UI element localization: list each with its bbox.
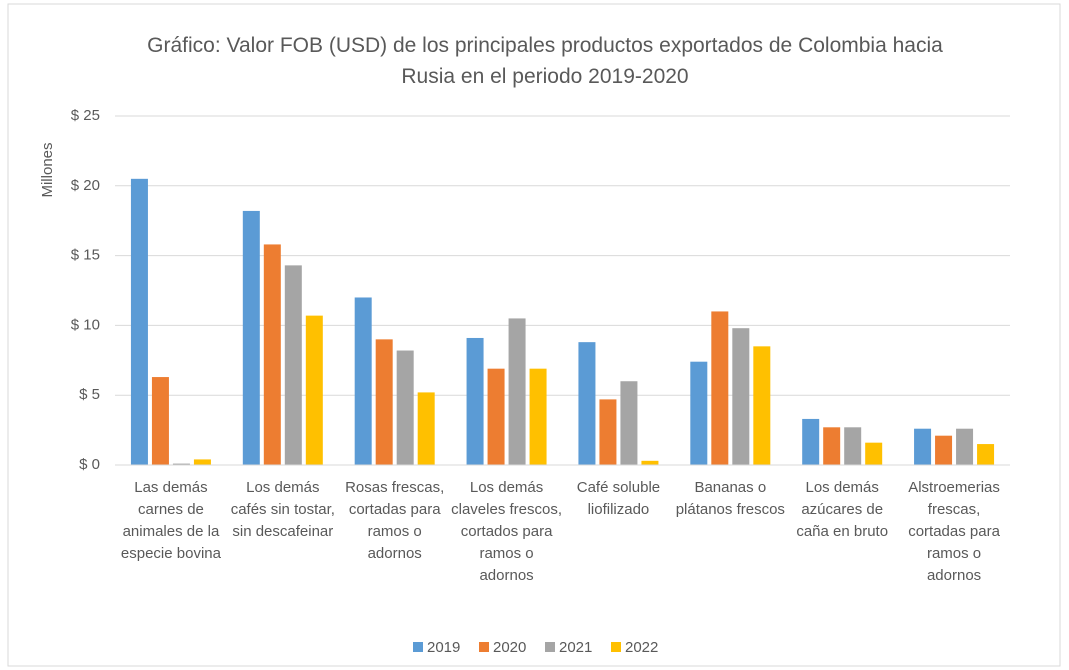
x-tick-label-box: Rosas frescas, cortadas para ramos o ado… [345, 479, 445, 562]
legend-label: 2021 [559, 639, 592, 656]
bar [396, 350, 414, 465]
x-tick-label: Bananas o plátanos frescos [675, 479, 785, 518]
x-tick-label-box: Las demás carnes de animales de la espec… [120, 479, 221, 562]
legend-label: 2019 [427, 639, 460, 656]
bar [599, 399, 617, 465]
bar [375, 339, 393, 465]
bar [802, 418, 820, 465]
x-tick-label-box: Bananas o plátanos frescos [675, 479, 785, 518]
y-tick-label: $ 0 [79, 456, 100, 473]
x-tick-label: Los demás azúcares de caña en bruto [796, 479, 889, 540]
chart-title-box: Gráfico: Valor FOB (USD) de los principa… [147, 34, 943, 88]
bar [284, 265, 302, 465]
bar [151, 377, 169, 465]
bar [130, 178, 148, 465]
legend-swatch [611, 642, 621, 652]
y-tick-label: $ 25 [71, 107, 100, 124]
legend-label: 2022 [625, 639, 658, 656]
x-tick-label: Las demás carnes de animales de la espec… [120, 479, 221, 562]
x-tick-label-box: Café soluble liofilizado [576, 479, 661, 518]
bar [844, 427, 862, 465]
bar [690, 361, 708, 465]
legend-swatch [545, 642, 555, 652]
chart-border [7, 3, 1061, 667]
y-tick-label: $ 20 [71, 177, 100, 194]
bar [263, 244, 281, 465]
bar [641, 460, 659, 465]
bar [354, 297, 372, 465]
x-tick-label: Los demás cafés sin tostar, sin descafei… [230, 479, 335, 540]
legend-label: 2020 [493, 639, 526, 656]
y-axis-label: Millones [39, 142, 56, 197]
x-tick-label-box: Los demás claveles frescos, cortados par… [451, 479, 562, 584]
bar [487, 368, 505, 465]
y-tick-label: $ 15 [71, 247, 100, 264]
bar [466, 337, 484, 465]
x-tick-label-box: Los demás azúcares de caña en bruto [796, 479, 889, 540]
bar [823, 427, 841, 465]
bar [914, 428, 932, 465]
bar [620, 381, 638, 465]
bar [732, 328, 750, 465]
bar [529, 368, 547, 465]
bar [578, 342, 596, 465]
y-tick-label: $ 5 [79, 386, 100, 403]
chart-title: Gráfico: Valor FOB (USD) de los principa… [147, 34, 943, 88]
bar [305, 315, 323, 465]
y-tick-label: $ 10 [71, 316, 100, 333]
x-tick-label: Café soluble liofilizado [576, 479, 661, 518]
bar [508, 318, 526, 465]
x-tick-label-box: Alstroemerias frescas, cortadas para ram… [908, 479, 1000, 584]
x-tick-label: Rosas frescas, cortadas para ramos o ado… [345, 479, 445, 562]
x-tick-label-box: Los demás cafés sin tostar, sin descafei… [230, 479, 335, 540]
x-tick-label: Los demás claveles frescos, cortados par… [451, 479, 562, 584]
bar [865, 442, 883, 465]
bar [935, 435, 953, 465]
legend-swatch [479, 642, 489, 652]
bar [753, 346, 771, 465]
bar [193, 459, 211, 465]
bar [956, 428, 974, 465]
bar [242, 210, 260, 465]
bar [977, 444, 995, 465]
bar [417, 392, 435, 465]
x-tick-label: Alstroemerias frescas, cortadas para ram… [908, 479, 1000, 584]
bar [172, 463, 190, 465]
legend-swatch [413, 642, 423, 652]
bar [711, 311, 729, 465]
